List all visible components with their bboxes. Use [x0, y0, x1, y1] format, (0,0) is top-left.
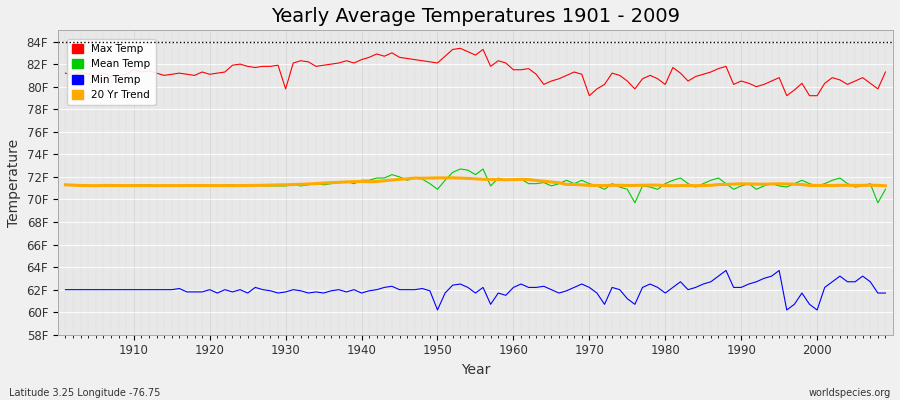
- Y-axis label: Temperature: Temperature: [7, 138, 21, 226]
- Title: Yearly Average Temperatures 1901 - 2009: Yearly Average Temperatures 1901 - 2009: [271, 7, 680, 26]
- Text: worldspecies.org: worldspecies.org: [809, 388, 891, 398]
- Legend: Max Temp, Mean Temp, Min Temp, 20 Yr Trend: Max Temp, Mean Temp, Min Temp, 20 Yr Tre…: [68, 38, 156, 106]
- Text: Latitude 3.25 Longitude -76.75: Latitude 3.25 Longitude -76.75: [9, 388, 160, 398]
- X-axis label: Year: Year: [461, 363, 491, 377]
